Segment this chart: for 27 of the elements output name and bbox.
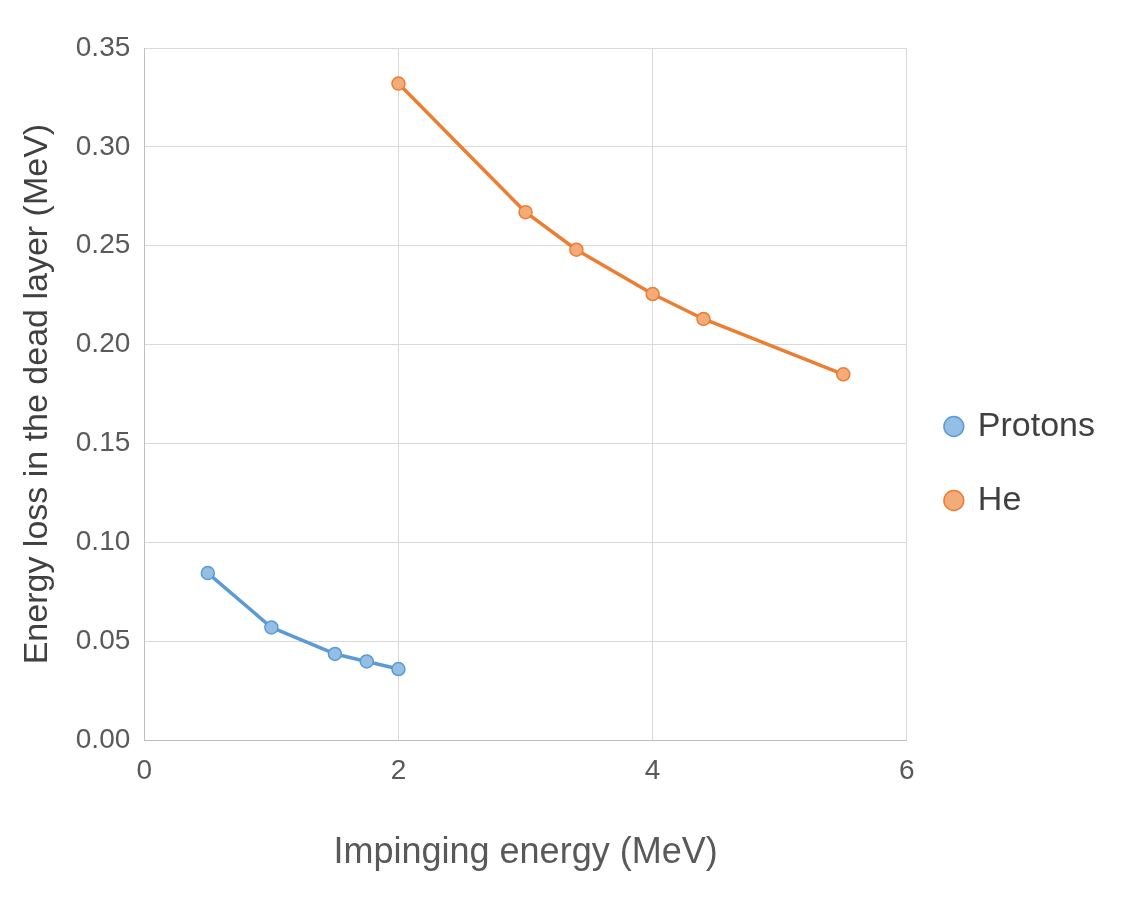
point bbox=[569, 242, 584, 257]
y-tick-label: 0.25 bbox=[75, 228, 131, 260]
y-axis-title: Energy loss in the dead layer (MeV) bbox=[15, 123, 54, 665]
point bbox=[518, 204, 533, 220]
y-tick-label: 0.15 bbox=[75, 426, 131, 458]
x-tick-label: 0 bbox=[136, 753, 153, 785]
point bbox=[391, 76, 406, 91]
point bbox=[200, 565, 216, 581]
x-axis-title: Impinging energy (MeV) bbox=[333, 830, 718, 872]
y-tick-label: 0.20 bbox=[75, 327, 131, 359]
point bbox=[645, 286, 660, 302]
point bbox=[836, 367, 851, 382]
point bbox=[391, 661, 406, 677]
x-tick-label: 6 bbox=[899, 753, 915, 785]
x-tick-label: 2 bbox=[390, 753, 407, 785]
y-tick-label: 0.00 bbox=[75, 722, 131, 754]
y-tick-label: 0.05 bbox=[75, 624, 131, 656]
y-tick-label: 0.10 bbox=[75, 525, 131, 557]
point bbox=[264, 620, 279, 635]
point bbox=[696, 311, 711, 327]
point bbox=[359, 654, 374, 669]
legend-label: He bbox=[977, 478, 1022, 517]
point bbox=[327, 646, 343, 662]
y-tick-label: 0.30 bbox=[75, 129, 131, 161]
y-tick-label: 0.35 bbox=[75, 30, 131, 62]
x-tick-label: 4 bbox=[644, 753, 661, 785]
legend-label: Protons bbox=[977, 404, 1096, 443]
